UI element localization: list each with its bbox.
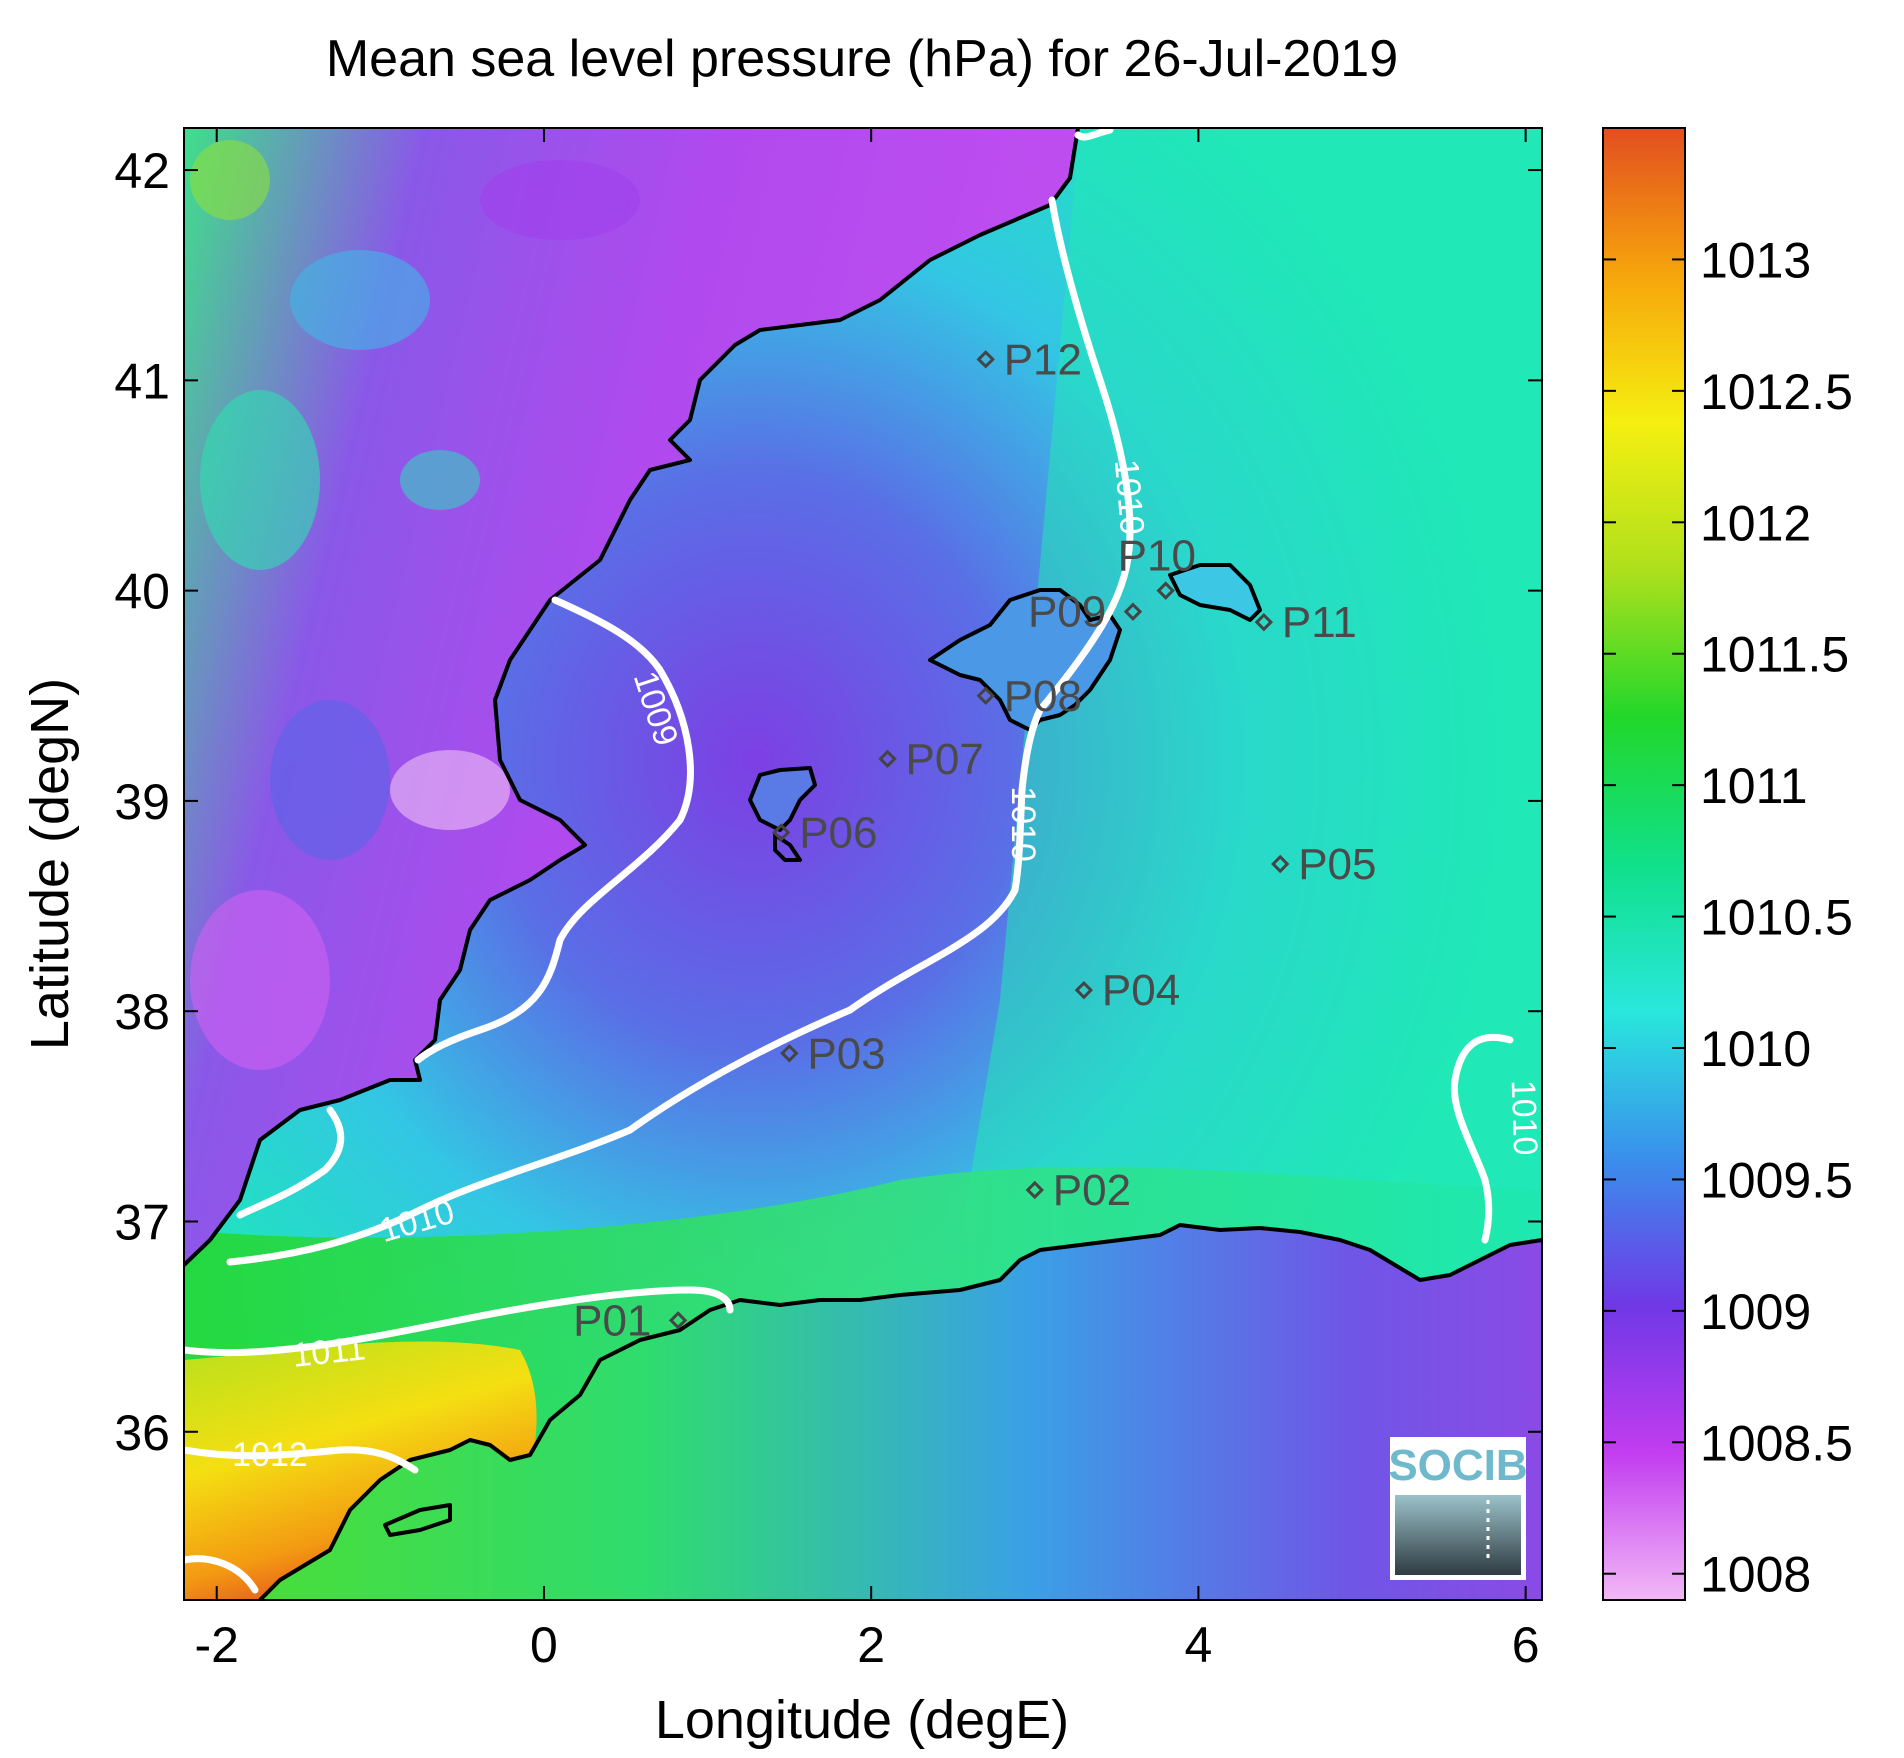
station-marker: [976, 686, 995, 705]
colorbar-tick-label: 1011.5: [1700, 627, 1849, 683]
x-axis: -2 0 2 4 6: [194, 128, 1540, 1673]
plot-frame: [183, 127, 1543, 1601]
station-marker: [1254, 612, 1274, 632]
contour-label: 1010: [1004, 786, 1042, 862]
station-label: P03: [807, 1029, 885, 1078]
y-tick-label: 38: [114, 984, 170, 1040]
colorbar-tick-label: 1012: [1700, 495, 1811, 551]
station-label: P12: [1004, 335, 1082, 384]
mallorca-island: [930, 590, 1120, 730]
colorbar-tick-label: 1013: [1700, 232, 1811, 288]
ibiza-coastline: [748, 766, 817, 832]
mallorca-coastline: [928, 588, 1122, 732]
colorbar-tick-label: 1009: [1700, 1284, 1811, 1340]
x-tick-label: 2: [857, 1617, 885, 1673]
y-axis: 42 41 40 39 38 37 36: [114, 143, 1542, 1461]
socib-logo: SOCIB: [1388, 1437, 1528, 1580]
colorbar-ticks: 1013 1012.5 1012 1011.5 1011 1010.5 1010 1009.5…: [1603, 232, 1853, 1603]
x-axis-label: Longitude (degE): [655, 1690, 1069, 1750]
y-tick-label: 41: [114, 353, 170, 409]
station-label: P09: [1028, 588, 1106, 637]
station-label: P08: [1004, 672, 1082, 721]
contour-line-1012: [184, 1446, 419, 1474]
y-tick-label: 40: [114, 564, 170, 620]
colorbar-scale: [1602, 127, 1686, 1601]
ibiza-island: [750, 768, 815, 830]
africa-land: [260, 1225, 1542, 1600]
contour-line-1011: [184, 1286, 734, 1357]
station-marker: [1025, 1180, 1044, 1200]
y-tick-label: 36: [114, 1405, 170, 1461]
station-marker: [1156, 581, 1175, 600]
colorbar: 1013 1012.5 1012 1011.5 1011 1010.5 1010 1009.5…: [1602, 127, 1853, 1603]
map-plot-area: [184, 128, 1542, 1600]
contour-label: 1010: [1107, 458, 1151, 537]
contour-line-1010-main: [226, 196, 1134, 1266]
station-label: P06: [799, 808, 877, 857]
contour-label: 1010: [1504, 1079, 1545, 1156]
x-tick-label: 4: [1185, 1617, 1213, 1673]
y-tick-label: 42: [114, 143, 170, 199]
iberia-coastline: [184, 128, 1080, 1267]
x-tick-label: -2: [194, 1617, 238, 1673]
small-lake-coastline: [383, 1503, 452, 1537]
colorbar-tick-label: 1008: [1700, 1547, 1811, 1603]
menorca-island: [1170, 565, 1260, 620]
menorca-coastline: [1168, 563, 1262, 622]
colorbar-tick-label: 1012.5: [1700, 364, 1853, 420]
contour-line-1010-north: [1074, 128, 1114, 141]
contour-label: 1012: [232, 1436, 308, 1474]
station-marker: [772, 823, 791, 842]
colorbar-tick-label: 1011: [1700, 758, 1808, 814]
africa-coastline: [258, 1223, 1542, 1600]
x-tick-label: 6: [1512, 1617, 1540, 1673]
formentera-coastline: [773, 833, 802, 862]
contour-label: 1011: [291, 1329, 368, 1374]
station-marker: [780, 1044, 799, 1063]
logo-image: [1395, 1495, 1521, 1575]
station-marker: [1123, 602, 1143, 621]
station-label: P10: [1118, 532, 1196, 581]
station-label: P11: [1282, 598, 1357, 647]
contour-labels: 1009 1010 1010 1010 1010 1011 1012: [232, 458, 1544, 1474]
colorbar-tick-label: 1009.5: [1700, 1152, 1853, 1208]
station-marker: [1074, 980, 1094, 1000]
y-tick-label: 37: [114, 1194, 170, 1250]
iberia-texture: [190, 140, 640, 1070]
logo-text: SOCIB: [1388, 1441, 1527, 1490]
station-label: P04: [1102, 966, 1180, 1015]
station-marker: [878, 749, 897, 769]
colorbar-tick-label: 1010: [1700, 1021, 1811, 1077]
contour-line-1010-east: [1450, 1033, 1514, 1244]
station-marker: [668, 1311, 688, 1330]
station-label: P07: [906, 735, 984, 784]
station-label: P01: [573, 1296, 651, 1345]
colorbar-tick-label: 1010.5: [1700, 890, 1853, 946]
contour-line-1009: [414, 596, 694, 1064]
station-marker: [976, 350, 995, 369]
x-tick-label: 0: [530, 1617, 558, 1673]
iberia-land: [184, 128, 1078, 1265]
y-axis-label: Latitude (degN): [20, 678, 80, 1050]
contour-line-1010-sw: [236, 1106, 345, 1219]
station-label: P02: [1053, 1166, 1131, 1215]
y-tick-label: 39: [114, 774, 170, 830]
colorbar-tick-label: 1008.5: [1700, 1415, 1853, 1471]
station-marker: [1271, 854, 1290, 874]
contour-line-1012-low: [184, 1555, 259, 1594]
chart-title: Mean sea level pressure (hPa) for 26-Jul…: [326, 30, 1398, 88]
station-label: P05: [1298, 840, 1376, 889]
